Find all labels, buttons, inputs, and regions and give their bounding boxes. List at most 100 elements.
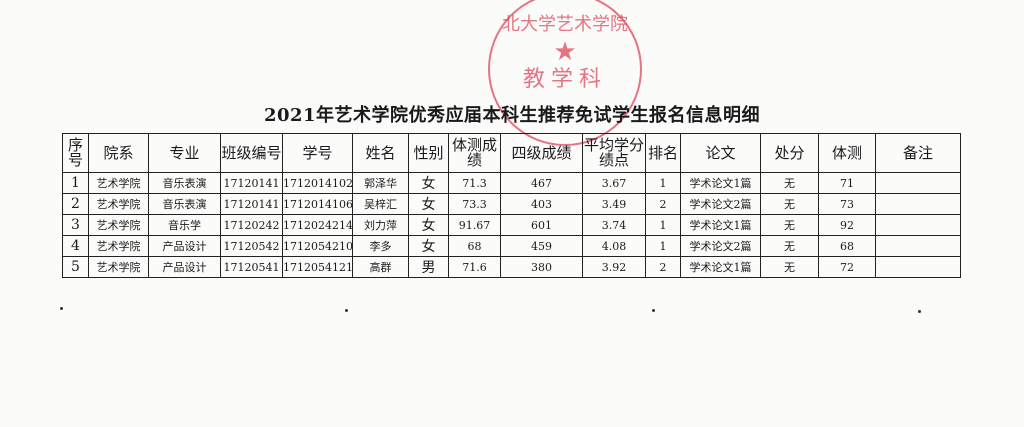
table-cell: 91.67 xyxy=(448,214,501,236)
table-cell: 1712054121 xyxy=(282,256,353,278)
column-header: 院系 xyxy=(88,133,149,173)
table-cell: 1 xyxy=(645,214,681,236)
table-cell: 产品设计 xyxy=(148,235,221,257)
table-cell: 3.74 xyxy=(582,214,646,236)
column-header: 性别 xyxy=(408,133,449,173)
scan-speck xyxy=(652,309,655,312)
column-header: 序号 xyxy=(62,133,89,173)
table-cell: 403 xyxy=(500,193,583,215)
table-cell: 音乐表演 xyxy=(148,193,221,215)
table-cell: 无 xyxy=(760,256,819,278)
table-cell: 1712024214 xyxy=(282,214,353,236)
table-cell: 无 xyxy=(760,214,819,236)
table-cell: 艺术学院 xyxy=(88,256,149,278)
table-cell: 学术论文1篇 xyxy=(680,214,761,236)
table-row: 4 艺术学院 产品设计 17120542 1712054210 李多女 68 459 4.08 1… xyxy=(62,235,961,257)
table-cell: 72 xyxy=(818,256,876,278)
table-cell: 73.3 xyxy=(448,193,501,215)
table-cell xyxy=(875,193,961,215)
table-cell: 71.6 xyxy=(448,256,501,278)
table-cell: 459 xyxy=(500,235,583,257)
table-cell: 音乐学 xyxy=(148,214,221,236)
table-cell: 无 xyxy=(760,193,819,215)
column-header: 学号 xyxy=(282,133,353,173)
column-header: 班级编号 xyxy=(220,133,283,173)
table-cell: 吴梓汇 xyxy=(352,193,409,215)
table-cell xyxy=(875,235,961,257)
table-cell xyxy=(875,172,961,194)
table-cell: 68 xyxy=(818,235,876,257)
table-cell: 71 xyxy=(818,172,876,194)
table-cell: 4.08 xyxy=(582,235,646,257)
table-cell: 3.92 xyxy=(582,256,646,278)
table-cell: 学术论文2篇 xyxy=(680,235,761,257)
applicant-table: 序号 院系 专业 班级编号 学号 姓名 性别 体测成绩 四级成绩 平均学分绩点 排名 论文 处分 体测 备注… xyxy=(62,133,961,278)
table-cell: 92 xyxy=(818,214,876,236)
table-cell: 无 xyxy=(760,235,819,257)
seal-top-text: 北大学艺术学院 xyxy=(502,14,628,35)
table-cell: 1 xyxy=(645,235,681,257)
table-cell: 学术论文2篇 xyxy=(680,193,761,215)
table-row: 2 艺术学院 音乐表演 17120141 1712014106 吴梓汇女 73.3 403 3.… xyxy=(62,193,961,215)
table-cell: 5 xyxy=(62,256,89,278)
header-row: 序号 院系 专业 班级编号 学号 姓名 性别 体测成绩 四级成绩 平均学分绩点 排名 论文 处分 体测 备注 xyxy=(62,133,961,173)
table-cell: 17120242 xyxy=(220,214,283,236)
table-cell: 1712014102 xyxy=(282,172,353,194)
table-cell: 71.3 xyxy=(448,172,501,194)
table-cell: 产品设计 xyxy=(148,256,221,278)
table-cell xyxy=(875,256,961,278)
table-cell xyxy=(875,214,961,236)
column-header: 体测 xyxy=(818,133,876,173)
table-cell: 467 xyxy=(500,172,583,194)
column-header: 专业 xyxy=(148,133,221,173)
table-cell: 2 xyxy=(645,193,681,215)
table-cell: 1712014106 xyxy=(282,193,353,215)
star-icon: ★ xyxy=(553,37,577,67)
table-cell: 1712054210 xyxy=(282,235,353,257)
table-cell: 2 xyxy=(62,193,89,215)
table-cell: 音乐表演 xyxy=(148,172,221,194)
table-cell: 学术论文1篇 xyxy=(680,256,761,278)
table-cell: 高群 xyxy=(352,256,409,278)
table-row: 5 艺术学院 产品设计 17120541 1712054121 高群男 71.6 380 3.9… xyxy=(62,256,961,278)
table-cell: 17120541 xyxy=(220,256,283,278)
table-cell: 1 xyxy=(645,172,681,194)
table-cell: 女 xyxy=(408,172,449,194)
table-cell: 4 xyxy=(62,235,89,257)
table-cell: 17120141 xyxy=(220,172,283,194)
table-cell: 3 xyxy=(62,214,89,236)
scan-speck xyxy=(60,307,63,310)
table-cell: 3.67 xyxy=(582,172,646,194)
table-cell: 17120542 xyxy=(220,235,283,257)
document-title: 2021年艺术学院优秀应届本科生推荐免试学生报名信息明细 xyxy=(263,105,761,126)
table-cell: 17120141 xyxy=(220,193,283,215)
column-header: 姓名 xyxy=(352,133,409,173)
table-cell: 1 xyxy=(62,172,89,194)
table-cell: 73 xyxy=(818,193,876,215)
table-cell: 女 xyxy=(408,235,449,257)
table-cell: 68 xyxy=(448,235,501,257)
official-seal: 北大学艺术学院 ★ 教学科 xyxy=(488,0,642,146)
table-cell: 2 xyxy=(645,256,681,278)
column-header: 论文 xyxy=(680,133,761,173)
table-cell: 学术论文1篇 xyxy=(680,172,761,194)
table-cell: 3.49 xyxy=(582,193,646,215)
table-cell: 刘力萍 xyxy=(352,214,409,236)
table-cell: 无 xyxy=(760,172,819,194)
column-header: 排名 xyxy=(645,133,681,173)
table-cell: 艺术学院 xyxy=(88,214,149,236)
column-header: 备注 xyxy=(875,133,961,173)
scan-speck xyxy=(918,310,921,313)
table-row: 3 艺术学院 音乐学 17120242 1712024214 刘力萍女 91.67 601 3.… xyxy=(62,214,961,236)
table-cell: 601 xyxy=(500,214,583,236)
table-cell: 380 xyxy=(500,256,583,278)
table-cell: 艺术学院 xyxy=(88,235,149,257)
table-row: 1 艺术学院 音乐表演 17120141 1712014102 郭泽华女 71.3 467 3.… xyxy=(62,172,961,194)
column-header: 四级成绩 xyxy=(500,133,583,173)
table-cell: 李多 xyxy=(352,235,409,257)
table-cell: 艺术学院 xyxy=(88,193,149,215)
scan-speck xyxy=(345,309,348,312)
column-header: 体测成绩 xyxy=(448,133,501,173)
table-cell: 男 xyxy=(408,256,449,278)
column-header: 处分 xyxy=(760,133,819,173)
